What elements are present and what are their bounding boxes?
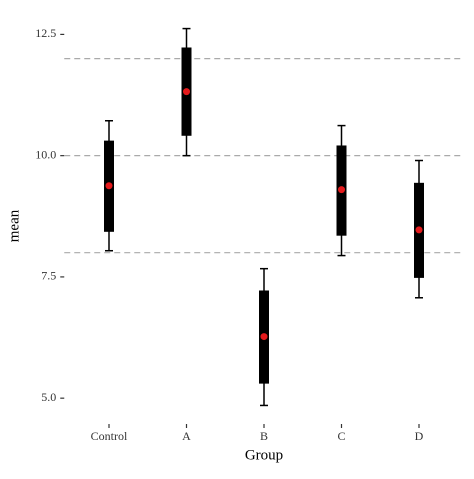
y-tick-label: 12.5 — [35, 26, 56, 40]
x-tick-label: D — [415, 429, 424, 443]
y-tick-label: 5.0 — [41, 390, 56, 404]
y-tick-label: 10.0 — [35, 147, 56, 161]
x-tick-label: C — [337, 429, 345, 443]
mean-point — [415, 226, 423, 234]
x-axis-title: Group — [245, 447, 283, 463]
y-axis-title: mean — [6, 209, 22, 242]
mean-point — [260, 333, 268, 341]
mean-point — [105, 182, 113, 190]
x-tick-label: Control — [91, 429, 128, 443]
y-tick-label: 7.5 — [41, 269, 56, 283]
mean-point — [183, 88, 190, 96]
mean-point — [338, 186, 345, 194]
x-tick-label: B — [260, 429, 268, 443]
x-tick-label: A — [182, 429, 191, 443]
